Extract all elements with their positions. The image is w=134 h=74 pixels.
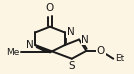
Text: O: O bbox=[97, 46, 105, 56]
Text: Me: Me bbox=[6, 48, 20, 57]
Text: S: S bbox=[68, 61, 75, 71]
Text: N: N bbox=[81, 34, 89, 44]
Text: N: N bbox=[26, 40, 33, 50]
Text: Et: Et bbox=[115, 54, 125, 63]
Text: O: O bbox=[46, 3, 54, 13]
Text: N: N bbox=[67, 27, 74, 37]
